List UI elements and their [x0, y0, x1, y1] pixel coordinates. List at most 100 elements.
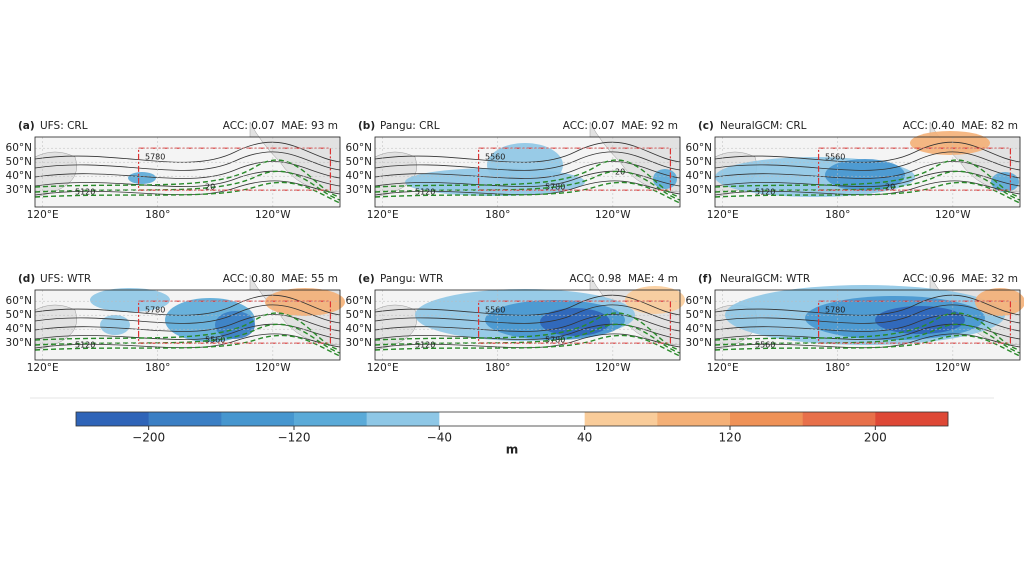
contour-label: 5560	[485, 153, 505, 162]
panel-label: (e)	[358, 273, 375, 285]
height-contour	[374, 333, 681, 349]
lon-tick-label: 120°W	[255, 209, 291, 221]
contour-label: 20	[885, 183, 895, 192]
lat-tick-label: 30°N	[6, 337, 32, 349]
map-frame	[714, 136, 1021, 208]
lon-tick-label: 180°	[485, 209, 510, 221]
map-frame	[34, 289, 341, 361]
lon-tick-label: 180°	[825, 209, 850, 221]
height-contour	[374, 151, 681, 171]
lon-tick-label: 120°W	[935, 209, 971, 221]
panel-metrics: ACC: 0.98 MAE: 4 m	[569, 273, 678, 285]
height-contour	[714, 323, 1021, 340]
lat-tick-label: 60°N	[6, 295, 32, 307]
height-contour	[34, 161, 341, 179]
colorbar-segment	[584, 412, 658, 426]
anomaly-shading	[875, 306, 965, 334]
height-contour	[374, 180, 681, 196]
lon-tick-label: 180°	[825, 362, 850, 374]
lon-tick-label: 120°W	[935, 362, 971, 374]
wind-contour	[34, 159, 341, 198]
map-panel: 5560 5780	[714, 274, 1024, 361]
contour-label: 5780	[145, 153, 165, 162]
height-contour	[714, 141, 1021, 163]
height-contour	[714, 314, 1021, 332]
lon-tick-label: 180°	[145, 362, 170, 374]
colorbar-tick-label: −120	[278, 431, 311, 445]
anomaly-shading	[265, 288, 345, 316]
height-contour	[714, 151, 1021, 171]
contour-label: 5560	[755, 341, 775, 350]
lat-tick-label: 60°N	[346, 295, 372, 307]
wind-contour	[714, 312, 1021, 351]
wind-contour	[714, 334, 1021, 357]
anomaly-shading	[100, 315, 130, 335]
contour-label: 5120	[75, 341, 95, 350]
colorbar-segment	[76, 412, 149, 426]
contour-label: 5560	[485, 306, 505, 315]
height-contour	[374, 314, 681, 332]
panel-metrics: ACC: 0.80 MAE: 55 m	[223, 273, 338, 285]
colorbar-frame	[75, 411, 949, 427]
wind-contour	[374, 181, 681, 204]
contour-label: 5120	[415, 188, 435, 197]
height-contour	[34, 151, 341, 171]
map-panel: 5120 5780 20	[34, 121, 341, 208]
target-box	[137, 147, 332, 191]
lon-tick-label: 180°	[145, 209, 170, 221]
lat-tick-label: 40°N	[686, 323, 712, 335]
lat-tick-label: 30°N	[686, 337, 712, 349]
lat-tick-label: 40°N	[6, 170, 32, 182]
wind-contour	[374, 334, 681, 357]
map-panel: 5120 5780 5560	[34, 274, 345, 361]
colorbar-segment	[802, 412, 876, 426]
colorbar-segment	[657, 412, 731, 426]
lon-tick-label: 120°E	[367, 362, 399, 374]
panel-label: (c)	[698, 120, 714, 132]
panel-label: (a)	[18, 120, 35, 132]
anomaly-shading	[90, 288, 170, 312]
wind-contour	[34, 323, 341, 354]
lat-tick-label: 50°N	[6, 309, 32, 321]
contour-label: 5120	[415, 341, 435, 350]
panel-metrics: ACC: 0.40 MAE: 82 m	[903, 120, 1018, 132]
contour-label: 5560	[205, 336, 225, 345]
contour-label: 5780	[545, 183, 565, 192]
contour-label: 5120	[75, 188, 95, 197]
panel-label: (d)	[18, 273, 35, 285]
lat-tick-label: 40°N	[346, 323, 372, 335]
lon-tick-label: 180°	[485, 362, 510, 374]
colorbar-tick-label: 40	[577, 431, 592, 445]
map-panel: 5120 5560 20	[714, 121, 1021, 208]
lat-tick-label: 60°N	[686, 295, 712, 307]
anomaly-shading	[825, 159, 905, 191]
colorbar-tick-label: 200	[864, 431, 887, 445]
map-frame	[374, 136, 681, 208]
lon-tick-label: 120°W	[595, 209, 631, 221]
height-contour	[714, 333, 1021, 349]
lat-tick-label: 50°N	[686, 309, 712, 321]
target-box	[477, 147, 672, 191]
panel-label: (f)	[698, 273, 712, 285]
height-contour	[34, 141, 341, 163]
map-frame	[34, 136, 341, 208]
target-box	[137, 300, 332, 344]
anomaly-shading	[991, 172, 1019, 192]
height-contour	[34, 294, 341, 316]
lat-tick-label: 50°N	[686, 156, 712, 168]
lon-tick-label: 120°E	[27, 209, 59, 221]
height-contour	[374, 141, 681, 163]
wind-contour	[34, 312, 341, 351]
lon-tick-label: 120°E	[707, 362, 739, 374]
lat-tick-label: 40°N	[686, 170, 712, 182]
colorbar-segment	[148, 412, 222, 426]
lon-tick-label: 120°E	[367, 209, 399, 221]
lat-tick-label: 30°N	[6, 184, 32, 196]
height-contour	[34, 180, 341, 196]
colorbar-segment	[366, 412, 440, 426]
contour-label: 5120	[755, 188, 775, 197]
contour-label: 20	[205, 183, 215, 192]
height-contour	[374, 304, 681, 324]
wind-contour	[714, 159, 1021, 198]
